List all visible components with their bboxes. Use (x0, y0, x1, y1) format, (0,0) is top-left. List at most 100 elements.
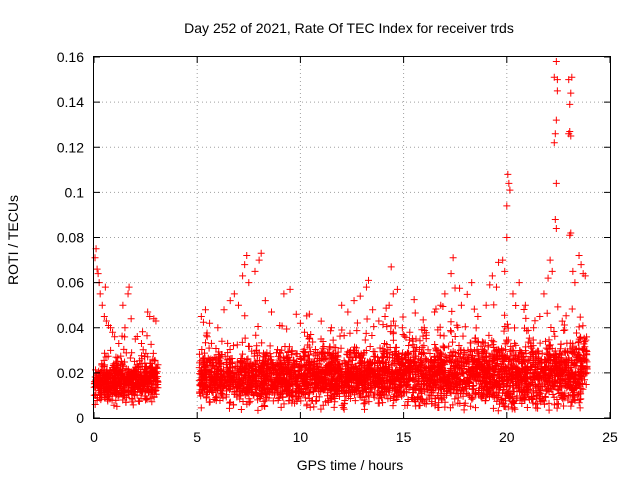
data-point (142, 396, 150, 404)
data-point (515, 353, 523, 361)
data-point (128, 379, 136, 387)
data-point (390, 381, 398, 389)
data-point (470, 381, 478, 389)
data-point (556, 349, 564, 357)
data-point (107, 346, 115, 354)
data-point (280, 290, 288, 298)
data-point (373, 364, 381, 372)
data-point (504, 376, 512, 384)
data-point (472, 376, 480, 384)
data-point (307, 348, 315, 356)
data-point (432, 305, 440, 313)
data-point (212, 344, 220, 352)
data-point (482, 353, 490, 361)
data-point (465, 366, 473, 374)
data-point (540, 400, 548, 408)
data-point (214, 324, 222, 332)
data-point (431, 402, 439, 410)
data-point (564, 396, 572, 404)
data-point (581, 272, 589, 280)
data-point (297, 372, 305, 380)
data-point (545, 399, 553, 407)
data-point (201, 349, 209, 357)
data-point (398, 392, 406, 400)
data-point (216, 376, 224, 384)
data-point (382, 358, 390, 366)
data-point (447, 328, 455, 336)
data-point (249, 380, 257, 388)
data-point (328, 354, 336, 362)
data-point (549, 353, 557, 361)
data-point (393, 285, 401, 293)
data-point (304, 390, 312, 398)
data-point (226, 297, 234, 305)
data-point (381, 312, 389, 320)
data-point (525, 334, 533, 342)
data-point (269, 359, 277, 367)
data-point (393, 369, 401, 377)
data-point (142, 377, 150, 385)
data-point (349, 346, 357, 354)
data-point (403, 382, 411, 390)
data-point (501, 267, 509, 275)
data-point (329, 359, 337, 367)
data-point (385, 375, 393, 383)
data-point (359, 386, 367, 394)
data-point (117, 357, 125, 365)
data-point (237, 357, 245, 365)
data-point (508, 398, 516, 406)
data-point (435, 403, 443, 411)
data-point (461, 323, 469, 331)
data-point (206, 357, 214, 365)
data-point (518, 349, 526, 357)
data-point (225, 404, 233, 412)
data-point (460, 349, 468, 357)
data-point (531, 317, 539, 325)
data-point (568, 305, 576, 313)
data-point (264, 380, 272, 388)
data-point (96, 290, 104, 298)
data-point (470, 363, 478, 371)
data-point (543, 357, 551, 365)
data-point (438, 364, 446, 372)
data-point (464, 346, 472, 354)
data-point (289, 392, 297, 400)
data-point (147, 364, 155, 372)
data-point (327, 395, 335, 403)
data-point (199, 376, 207, 384)
data-point (340, 332, 348, 340)
data-point (114, 391, 122, 399)
data-point (568, 357, 576, 365)
data-point (361, 399, 369, 407)
data-point (349, 386, 357, 394)
data-point (468, 279, 476, 287)
data-point (319, 401, 327, 409)
data-point (259, 379, 267, 387)
data-point (447, 389, 455, 397)
data-point (550, 139, 558, 147)
data-point (293, 360, 301, 368)
data-point (299, 377, 307, 385)
data-point (580, 340, 588, 348)
data-point (386, 384, 394, 392)
data-point (126, 354, 134, 362)
data-point (521, 358, 529, 366)
data-point (546, 256, 554, 264)
data-point (325, 360, 333, 368)
data-point (426, 349, 434, 357)
data-point (496, 400, 504, 408)
data-point (140, 369, 148, 377)
data-point (251, 358, 259, 366)
data-point (195, 364, 203, 372)
data-point (353, 319, 361, 327)
data-point (110, 373, 118, 381)
data-point (499, 354, 507, 362)
data-point (315, 350, 323, 358)
data-point (560, 402, 568, 410)
data-point (337, 344, 345, 352)
data-point (442, 381, 450, 389)
data-point (378, 354, 386, 362)
data-point (494, 345, 502, 353)
data-point (230, 290, 238, 298)
data-point (385, 301, 393, 309)
